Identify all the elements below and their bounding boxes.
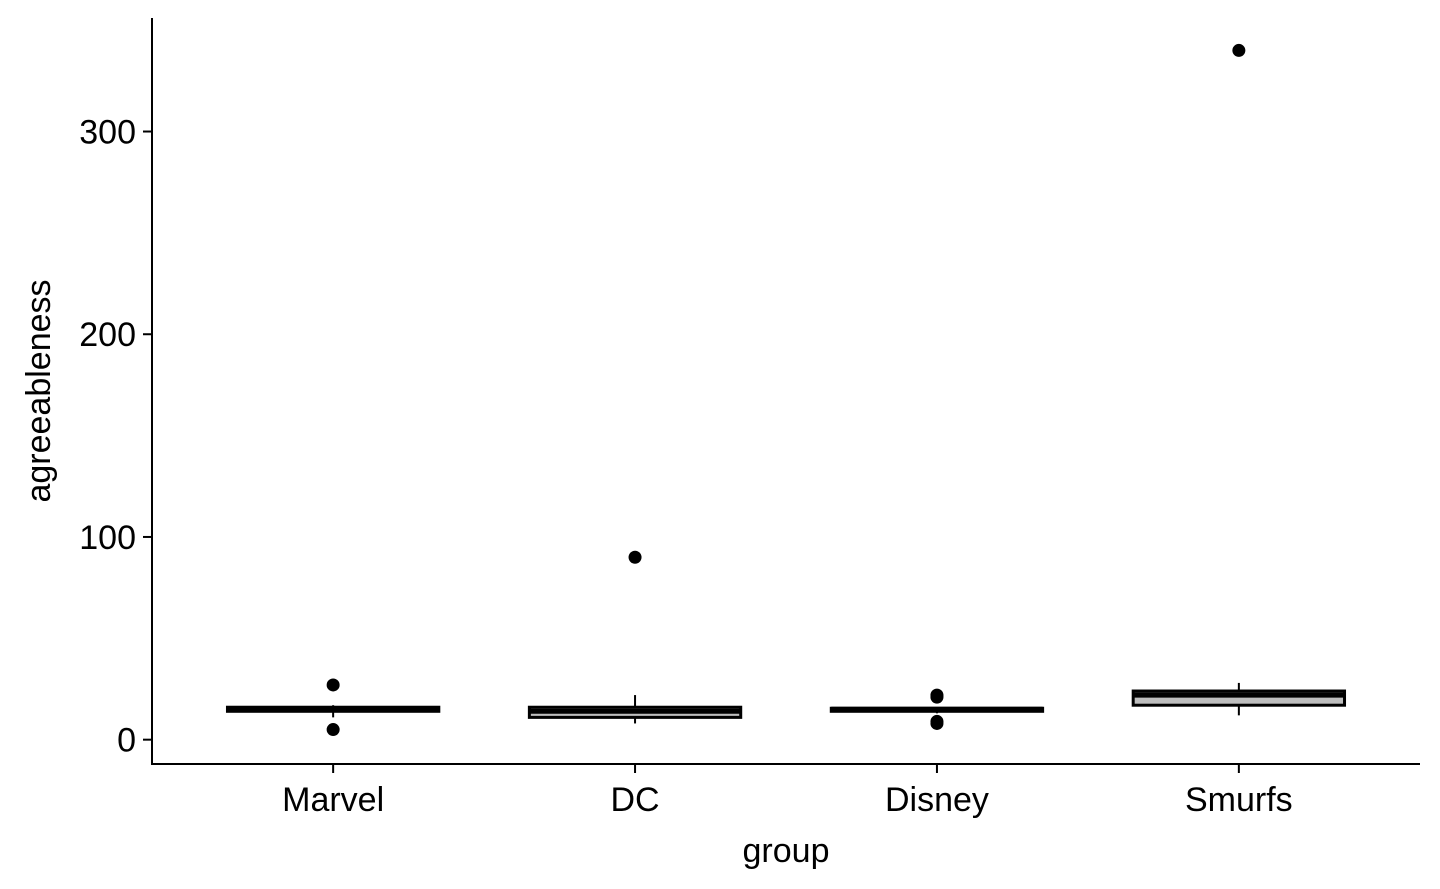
x-axis-title: group — [743, 832, 830, 870]
outlier-point — [628, 550, 642, 564]
outlier-point — [1232, 43, 1246, 57]
x-tick-label: Marvel — [282, 781, 384, 819]
x-tick-label: DC — [610, 781, 659, 819]
y-axis-title: agreeableness — [20, 279, 58, 502]
y-tick-label: 0 — [117, 722, 136, 760]
outlier-point — [326, 678, 340, 692]
box-smurfs — [1131, 43, 1347, 716]
y-tick-label: 300 — [79, 114, 136, 152]
x-tick-label: Disney — [885, 781, 989, 819]
box-dc — [527, 550, 743, 724]
box-marvel — [225, 678, 441, 737]
box-disney — [829, 688, 1045, 730]
y-tick-label: 200 — [79, 316, 136, 354]
plot-area — [225, 43, 1347, 737]
x-axis-ticks: Marvel DC Disney Smurfs — [282, 764, 1293, 819]
outlier-point — [930, 690, 944, 704]
y-axis-ticks: 0 100 200 300 — [79, 114, 152, 760]
x-tick-label: Smurfs — [1185, 781, 1293, 819]
y-tick-label: 100 — [79, 519, 136, 557]
outlier-point — [326, 723, 340, 737]
outlier-point — [930, 716, 944, 730]
